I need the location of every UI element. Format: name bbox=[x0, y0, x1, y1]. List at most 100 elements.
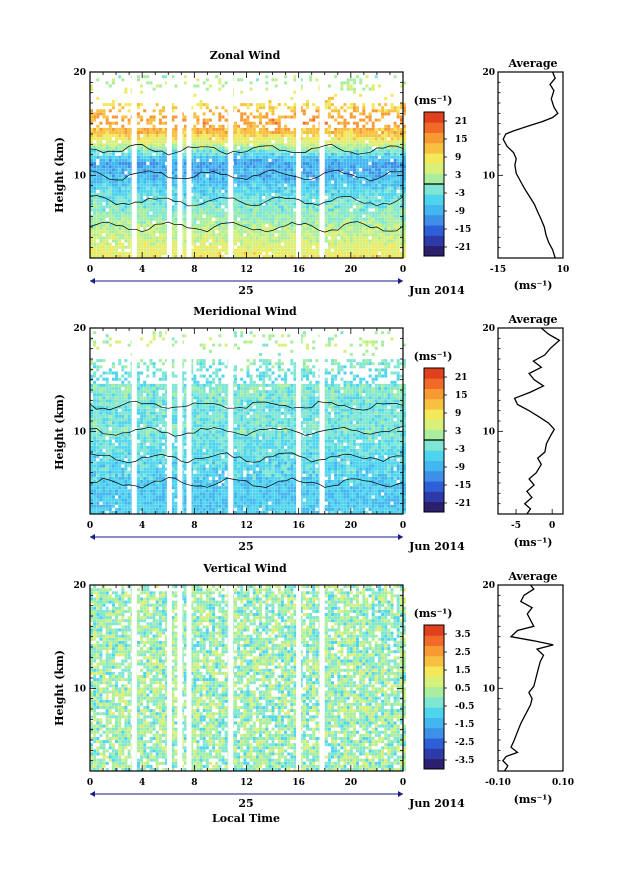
heatmap-cell bbox=[237, 255, 241, 258]
heatmap-cell bbox=[315, 205, 319, 209]
heatmap-cell bbox=[146, 208, 150, 212]
heatmap-cell bbox=[237, 202, 241, 206]
heatmap-cell bbox=[108, 214, 112, 218]
heatmap-cell bbox=[268, 224, 272, 227]
heatmap-cell bbox=[171, 131, 175, 134]
heatmap-cell bbox=[152, 180, 156, 184]
heatmap-cell bbox=[343, 140, 347, 144]
heatmap-cell bbox=[324, 248, 328, 252]
heatmap-cell bbox=[215, 75, 219, 79]
heatmap-cell bbox=[102, 103, 106, 107]
heatmap-cell bbox=[190, 248, 194, 252]
heatmap-cell bbox=[111, 220, 115, 224]
heatmap-cell bbox=[403, 193, 406, 196]
heatmap-cell bbox=[199, 127, 203, 131]
heatmap-cell bbox=[208, 124, 212, 128]
heatmap-cell bbox=[393, 193, 397, 196]
heatmap-cell bbox=[280, 239, 284, 243]
heatmap-cell bbox=[262, 158, 266, 162]
heatmap-cell bbox=[121, 193, 125, 196]
heatmap-cell bbox=[274, 131, 278, 134]
heatmap-cell bbox=[306, 220, 309, 224]
heatmap-cell bbox=[205, 143, 209, 147]
heatmap-cell bbox=[127, 171, 131, 175]
heatmap-cell bbox=[324, 251, 328, 255]
heatmap-cell bbox=[171, 224, 175, 227]
heatmap-cell bbox=[99, 131, 103, 134]
heatmap-cell bbox=[390, 233, 394, 237]
heatmap-cell bbox=[346, 233, 350, 237]
average-y-tick-label: 10 bbox=[482, 171, 495, 181]
heatmap-cell bbox=[99, 134, 103, 138]
heatmap-cell bbox=[90, 140, 93, 144]
heatmap-cell bbox=[183, 180, 187, 184]
heatmap-cell bbox=[137, 504, 140, 508]
heatmap-cell bbox=[359, 155, 363, 159]
heatmap-cell bbox=[240, 183, 244, 187]
heatmap-cell bbox=[124, 199, 128, 203]
heatmap-cell bbox=[403, 220, 406, 224]
heatmap-cell bbox=[124, 504, 128, 508]
heatmap-cell bbox=[124, 146, 128, 150]
heatmap-cell bbox=[111, 245, 115, 249]
heatmap-cell bbox=[218, 248, 222, 252]
heatmap-cell bbox=[262, 186, 266, 190]
heatmap-cell bbox=[337, 227, 341, 231]
heatmap-cell bbox=[243, 103, 247, 107]
heatmap-cell bbox=[215, 208, 219, 212]
heatmap-cell bbox=[374, 236, 378, 240]
heatmap-cell bbox=[331, 196, 334, 200]
heatmap-cell bbox=[393, 230, 397, 234]
heatmap-cell bbox=[143, 155, 147, 159]
heatmap-cell bbox=[205, 149, 209, 153]
heatmap-cell bbox=[390, 230, 394, 234]
heatmap-cell bbox=[199, 106, 203, 110]
heatmap-cell bbox=[271, 217, 275, 221]
heatmap-cell bbox=[93, 205, 97, 209]
heatmap-cell bbox=[343, 242, 347, 246]
heatmap-cell bbox=[365, 189, 369, 193]
heatmap-cell bbox=[315, 155, 319, 159]
heatmap-cell bbox=[152, 230, 156, 234]
heatmap-cell bbox=[302, 103, 306, 107]
average-x-label: (ms⁻¹) bbox=[514, 279, 553, 292]
heatmap-cell bbox=[387, 217, 391, 221]
heatmap-cell bbox=[171, 137, 175, 141]
heatmap-cell bbox=[352, 186, 356, 190]
heatmap-cell bbox=[403, 152, 406, 156]
heatmap-cell bbox=[183, 211, 187, 215]
heatmap-cell bbox=[327, 189, 331, 193]
heatmap-cell bbox=[403, 162, 406, 165]
heatmap-cell bbox=[140, 127, 144, 131]
data-gap bbox=[131, 72, 137, 258]
heatmap-cell bbox=[365, 152, 369, 156]
heatmap-cell bbox=[331, 211, 334, 215]
heatmap-cell bbox=[152, 165, 156, 169]
heatmap-cell bbox=[368, 202, 372, 206]
heatmap-cell bbox=[290, 183, 294, 187]
heatmap-cell bbox=[293, 152, 297, 156]
heatmap-cell bbox=[237, 140, 241, 144]
heatmap-cell bbox=[99, 183, 103, 187]
heatmap-cell bbox=[99, 140, 103, 144]
heatmap-cell bbox=[218, 87, 222, 91]
heatmap-cell bbox=[118, 511, 122, 514]
heatmap-cell bbox=[352, 180, 356, 184]
heatmap-cell bbox=[240, 189, 244, 193]
heatmap-cell bbox=[271, 177, 275, 181]
heatmap-cell bbox=[215, 511, 219, 514]
heatmap-cell bbox=[368, 255, 372, 258]
heatmap-cell bbox=[290, 134, 294, 138]
colorbar-segment bbox=[424, 112, 444, 123]
heatmap-cell bbox=[90, 214, 93, 218]
heatmap-cell bbox=[205, 245, 209, 249]
heatmap-cell bbox=[277, 248, 281, 252]
heatmap-cell bbox=[390, 248, 394, 252]
heatmap-cell bbox=[246, 118, 250, 122]
heatmap-cell bbox=[287, 134, 291, 138]
contour-line bbox=[89, 195, 404, 207]
heatmap-cell bbox=[174, 168, 178, 172]
heatmap-cell bbox=[371, 149, 375, 153]
heatmap-cell bbox=[349, 140, 353, 144]
heatmap-cell bbox=[218, 233, 222, 237]
